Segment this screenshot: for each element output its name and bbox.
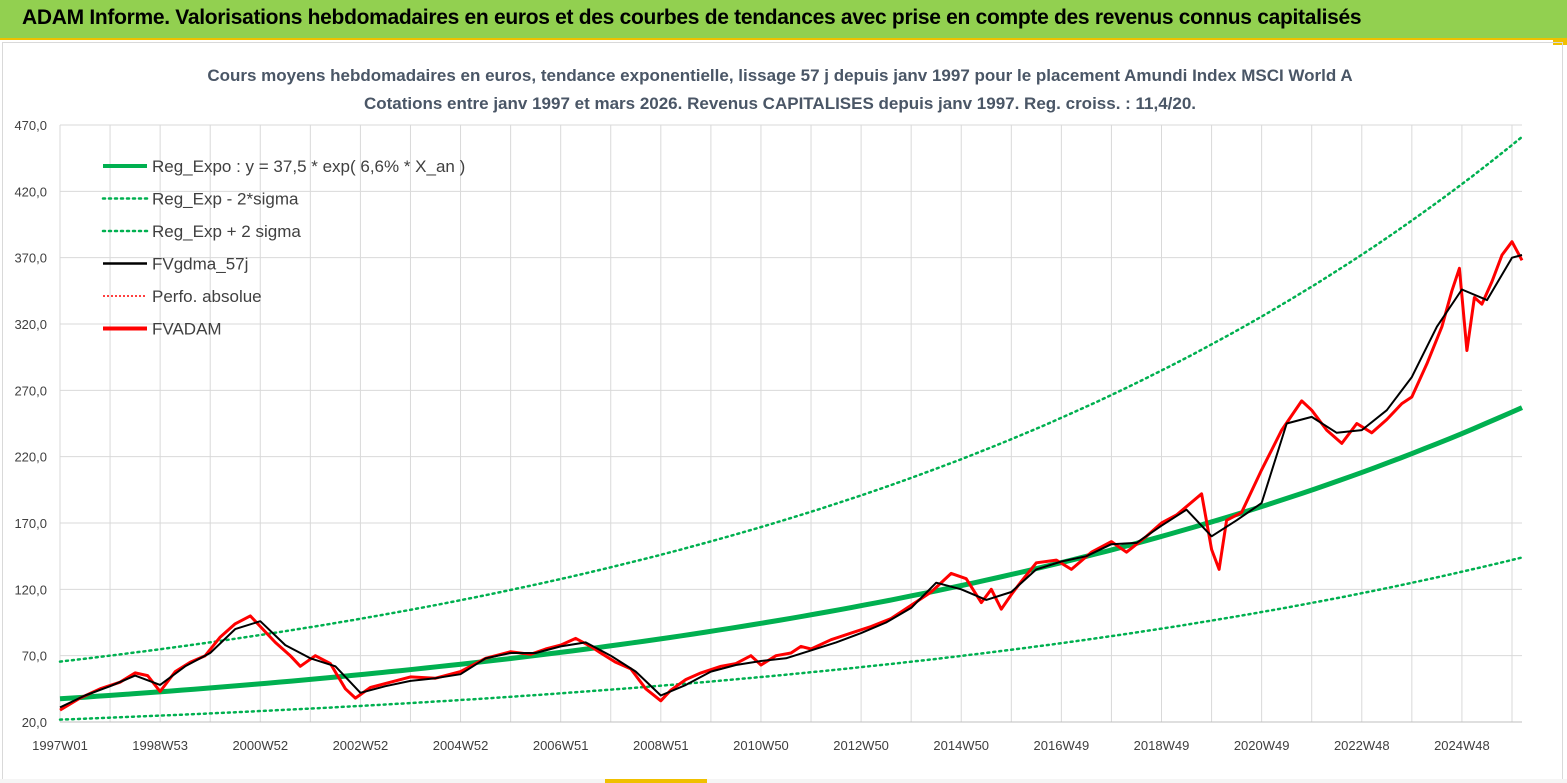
y-tick-label: 70,0 xyxy=(22,649,47,664)
x-axis: 1997W01 1998W53 2000W52 2002W52 2004W52 2006W… xyxy=(32,721,1522,753)
x-tick-label: 2004W52 xyxy=(433,738,489,753)
grid xyxy=(59,124,1522,723)
x-tick-label: 2012W50 xyxy=(833,738,889,753)
bottom-accent xyxy=(605,779,707,783)
y-axis: 20,0 70,0 120,0 170,0 220,0 270,0 320,0 370,0 42… xyxy=(14,118,47,730)
legend-label: FVADAM xyxy=(152,320,222,339)
x-tick-label: 2008W51 xyxy=(633,738,689,753)
legend-label: FVgdma_57j xyxy=(152,255,248,274)
series-line-smooth xyxy=(59,254,1523,709)
y-tick-label: 270,0 xyxy=(14,383,47,398)
report-header: ADAM Informe. Valorisations hebdomadaire… xyxy=(0,0,1567,40)
report-title: ADAM Informe. Valorisations hebdomadaire… xyxy=(22,6,1362,29)
y-tick-label: 370,0 xyxy=(14,251,47,266)
x-tick-label: 2006W51 xyxy=(533,738,589,753)
x-tick-label: 2020W49 xyxy=(1234,738,1290,753)
legend-label: Reg_Exp - 2*sigma xyxy=(152,190,299,209)
x-tick-label: 2000W52 xyxy=(232,738,288,753)
y-tick-label: 470,0 xyxy=(14,118,47,133)
legend-label: Reg_Exp + 2 sigma xyxy=(152,222,301,241)
x-tick-label: 2022W48 xyxy=(1334,738,1390,753)
chart-title: Cours moyens hebdomadaires en euros, ten… xyxy=(207,66,1352,85)
series-line-upper xyxy=(58,135,1524,663)
y-tick-label: 120,0 xyxy=(14,582,47,597)
y-tick-label: 220,0 xyxy=(14,450,47,465)
bottom-strip xyxy=(0,779,1567,783)
legend-label: Perfo. absolue xyxy=(152,287,262,306)
x-tick-label: 1998W53 xyxy=(132,738,188,753)
series-line-trend xyxy=(59,405,1524,702)
x-tick-label: 2016W49 xyxy=(1034,738,1090,753)
series-layer xyxy=(58,135,1524,721)
x-tick-label: 1997W01 xyxy=(32,738,88,753)
y-tick-label: 20,0 xyxy=(22,715,47,730)
legend-label: Reg_Expo : y = 37,5 * exp( 6,6% * X_an ) xyxy=(152,157,465,176)
series-line-price xyxy=(59,240,1524,712)
x-tick-label: 2002W52 xyxy=(333,738,389,753)
y-tick-label: 320,0 xyxy=(14,317,47,332)
y-tick-label: 420,0 xyxy=(14,184,47,199)
series-line-lower xyxy=(58,556,1524,721)
legend: Reg_Expo : y = 37,5 * exp( 6,6% * X_an )… xyxy=(101,157,465,339)
y-tick-label: 170,0 xyxy=(14,516,47,531)
x-tick-label: 2014W50 xyxy=(933,738,989,753)
x-tick-label: 2010W50 xyxy=(733,738,789,753)
chart-subtitle: Cotations entre janv 1997 et mars 2026. … xyxy=(364,94,1196,113)
x-tick-label: 2018W49 xyxy=(1134,738,1190,753)
x-tick-label: 2024W48 xyxy=(1434,738,1490,753)
